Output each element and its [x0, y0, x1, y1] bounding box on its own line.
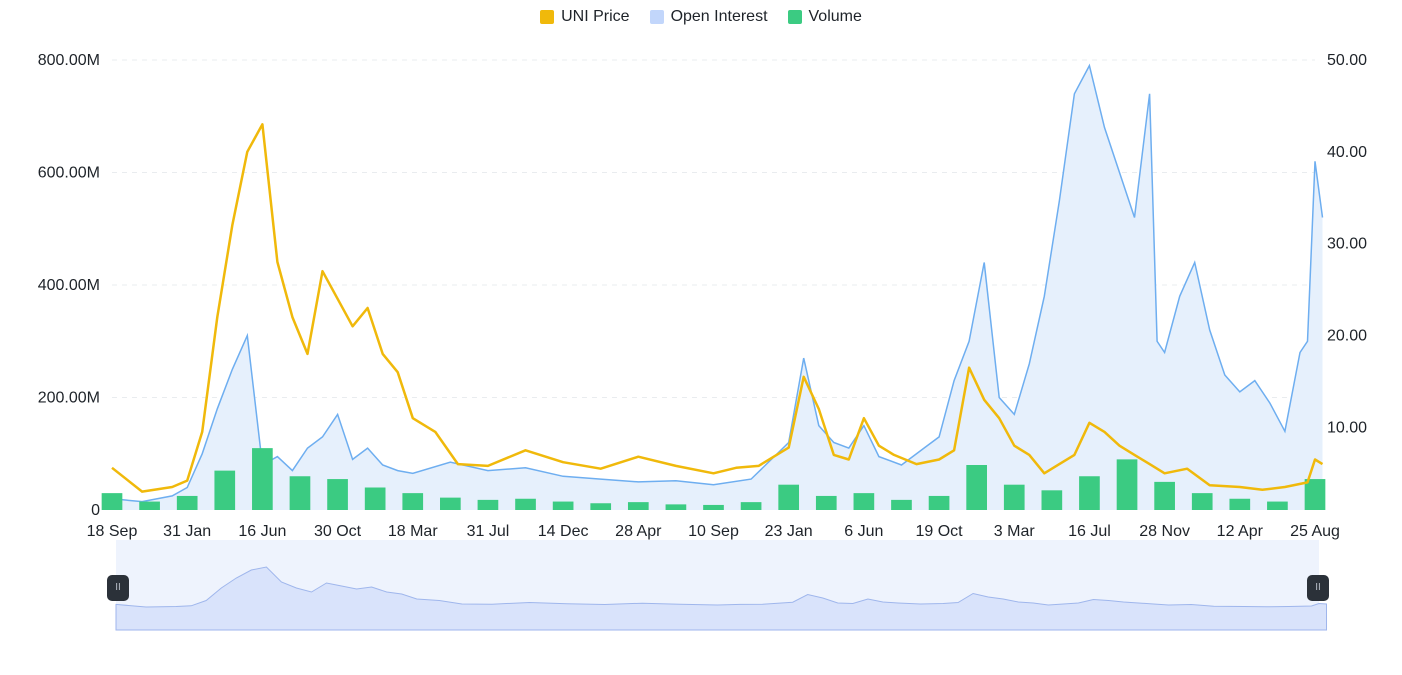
volume-bar: [1116, 459, 1138, 510]
volume-bar: [966, 465, 987, 510]
volume-bar: [402, 493, 424, 510]
legend-item-uni-price[interactable]: UNI Price: [540, 8, 630, 26]
volume-bar: [590, 503, 612, 510]
navigator-series-area: [115, 566, 1328, 631]
volume-bar: [891, 499, 912, 510]
x-tick-label: 31 Jul: [467, 523, 510, 540]
x-tick-label: 6 Jun: [844, 523, 883, 540]
x-tick-label: 16 Jun: [238, 523, 286, 540]
y-right-tick-label: 30.00: [1327, 236, 1367, 253]
legend-label-open-interest: Open Interest: [670, 8, 768, 25]
pause-icon: II: [1315, 582, 1321, 593]
navigator-background: [116, 540, 1319, 630]
volume-bar: [928, 495, 950, 510]
volume-bar: [1041, 490, 1063, 510]
volume-bar: [252, 448, 273, 510]
volume-bar: [627, 502, 649, 510]
x-tick-label: 18 Sep: [87, 523, 138, 540]
chart-legend: UNI Price Open Interest Volume: [0, 8, 1402, 26]
legend-label-uni-price: UNI Price: [561, 8, 630, 25]
x-tick-label: 10 Sep: [688, 523, 739, 540]
x-tick-label: 28 Nov: [1139, 523, 1190, 540]
x-tick-label: 12 Apr: [1217, 523, 1264, 540]
legend-swatch-open-interest: [649, 10, 664, 24]
y-right-tick-label: 50.00: [1327, 52, 1367, 69]
x-tick-label: 31 Jan: [163, 523, 211, 540]
volume-bar: [552, 501, 574, 510]
navigator-right-handle[interactable]: II: [1307, 575, 1329, 601]
legend-item-volume[interactable]: Volume: [787, 8, 862, 26]
volume-bar: [1267, 501, 1288, 510]
uni-price-line: [111, 123, 1324, 493]
x-tick-label: 25 Aug: [1290, 523, 1340, 540]
x-tick-label: 16 Jul: [1068, 523, 1111, 540]
legend-swatch-uni-price: [540, 10, 555, 24]
volume-bar: [1003, 484, 1025, 510]
volume-bar: [477, 499, 499, 510]
volume-bar: [815, 495, 837, 510]
y-right-tick-label: 40.00: [1327, 144, 1367, 161]
volume-bar: [1191, 493, 1213, 510]
y-left-tick-label: 200.00M: [38, 390, 100, 407]
x-tick-label: 28 Apr: [615, 523, 662, 540]
volume-bar: [740, 502, 762, 510]
legend-label-volume: Volume: [808, 8, 862, 25]
x-tick-label: 18 Mar: [388, 523, 438, 540]
x-tick-label: 23 Jan: [765, 523, 813, 540]
y-left-tick-label: 400.00M: [38, 277, 100, 294]
pause-icon: II: [115, 582, 121, 593]
volume-bar: [364, 487, 386, 510]
volume-bar: [1229, 498, 1251, 510]
x-tick-label: 3 Mar: [994, 523, 1036, 540]
x-tick-label: 30 Oct: [314, 523, 362, 540]
y-right-tick-label: 20.00: [1327, 328, 1367, 345]
volume-bar: [176, 495, 198, 510]
x-tick-label: 19 Oct: [915, 523, 963, 540]
main-chart[interactable]: 0 200.00M 400.00M 600.00M 800.00M 10.00 20.00 3…: [0, 0, 1402, 540]
volume-bar: [778, 484, 800, 510]
y-left-tick-label: 0: [91, 502, 100, 519]
volume-bar: [1154, 481, 1175, 510]
volume-bar: [101, 493, 123, 510]
volume-bar: [214, 470, 236, 510]
volume-bar: [1304, 479, 1326, 510]
volume-bar: [703, 504, 724, 510]
volume-bar: [327, 479, 348, 510]
legend-item-open-interest[interactable]: Open Interest: [649, 8, 768, 26]
volume-bar: [289, 476, 311, 510]
x-tick-label: 14 Dec: [538, 523, 589, 540]
volume-bar: [1079, 476, 1100, 510]
open-interest-area: [112, 65, 1323, 510]
volume-bar: [440, 497, 461, 510]
y-left-tick-label: 600.00M: [38, 165, 100, 182]
volume-bar: [853, 493, 875, 510]
legend-swatch-volume: [787, 10, 802, 24]
volume-bar: [515, 498, 536, 510]
y-right-tick-label: 10.00: [1327, 419, 1367, 436]
navigator-left-handle[interactable]: II: [107, 575, 129, 601]
volume-bar: [665, 504, 687, 510]
y-left-tick-label: 800.00M: [38, 52, 100, 69]
volume-bar: [139, 501, 160, 510]
